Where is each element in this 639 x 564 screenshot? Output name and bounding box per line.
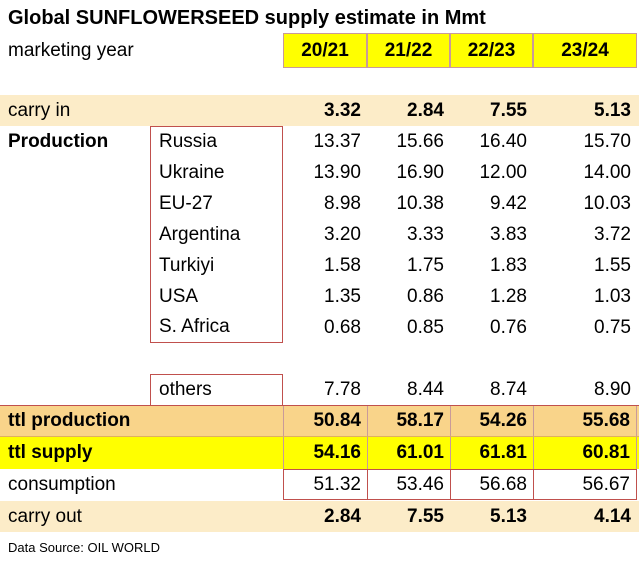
value-cell: 2.84: [407, 99, 444, 121]
value-cell: 50.84: [283, 406, 367, 436]
country-label: EU-27: [150, 188, 283, 219]
value-cell: 1.83: [490, 254, 527, 276]
value-cell: 54.16: [283, 437, 367, 469]
year-header: 22/23: [450, 33, 533, 68]
production-row-s-africa: S. Africa 0.68 0.85 0.76 0.75: [0, 312, 639, 343]
value-cell: 56.68: [450, 469, 533, 500]
value-cell: 0.86: [407, 285, 444, 307]
row-label: consumption: [8, 473, 116, 495]
value-cell: 1.28: [490, 285, 527, 307]
value-cell: 7.55: [407, 505, 444, 527]
value-cell: 14.00: [583, 161, 631, 183]
value-cell: 0.75: [594, 316, 631, 338]
value-cell: 3.83: [490, 223, 527, 245]
country-label: Russia: [150, 126, 283, 157]
value-cell: 1.75: [407, 254, 444, 276]
value-cell: 61.01: [367, 437, 450, 469]
value-cell: 7.55: [490, 99, 527, 121]
country-label: Argentina: [150, 219, 283, 250]
carry-out-row: carry out 2.84 7.55 5.13 4.14: [0, 501, 639, 532]
value-cell: 16.90: [396, 161, 444, 183]
value-cell: 13.37: [313, 130, 361, 152]
table-title: Global SUNFLOWERSEED supply estimate in …: [8, 7, 486, 29]
value-cell: 58.17: [367, 406, 450, 436]
year-header: 23/24: [533, 33, 637, 68]
production-row-argentina: Argentina 3.20 3.33 3.83 3.72: [0, 219, 639, 250]
production-row-usa: USA 1.35 0.86 1.28 1.03: [0, 281, 639, 312]
value-cell: 7.78: [324, 378, 361, 400]
value-cell: 10.03: [583, 192, 631, 214]
production-row-others: others 7.78 8.44 8.74 8.90: [0, 374, 639, 405]
marketing-year-label: marketing year: [8, 39, 134, 61]
value-cell: 1.55: [594, 254, 631, 276]
value-cell: 0.85: [407, 316, 444, 338]
value-cell: 3.20: [324, 223, 361, 245]
production-row-turkiyi: Turkiyi 1.58 1.75 1.83 1.55: [0, 250, 639, 281]
carry-in-row: carry in 3.32 2.84 7.55 5.13: [0, 95, 639, 126]
value-cell: 5.13: [594, 99, 631, 121]
row-label: ttl production: [8, 410, 131, 431]
ttl-production-row: ttl production 50.84 58.17 54.26 55.68: [0, 405, 639, 437]
value-cell: 3.33: [407, 223, 444, 245]
value-cell: 16.40: [479, 130, 527, 152]
country-label: Turkiyi: [150, 250, 283, 281]
value-cell: 12.00: [479, 161, 527, 183]
value-cell: 5.13: [490, 505, 527, 527]
value-cell: 1.58: [324, 254, 361, 276]
value-cell: 55.68: [533, 406, 637, 436]
value-cell: 0.68: [324, 316, 361, 338]
value-cell: 15.66: [396, 130, 444, 152]
value-cell: 0.76: [490, 316, 527, 338]
value-cell: 54.26: [450, 406, 533, 436]
production-label: Production: [8, 130, 109, 152]
country-label: USA: [150, 281, 283, 312]
value-cell: 8.74: [490, 378, 527, 400]
row-label: carry out: [8, 505, 82, 527]
value-cell: 8.98: [324, 192, 361, 214]
value-cell: 1.35: [324, 285, 361, 307]
value-cell: 3.72: [594, 223, 631, 245]
year-header: 20/21: [283, 33, 367, 68]
production-row-russia: Production Russia 13.37 15.66 16.40 15.7…: [0, 126, 639, 157]
value-cell: 56.67: [533, 469, 637, 500]
country-label: S. Africa: [150, 312, 283, 343]
year-header: 21/22: [367, 33, 450, 68]
row-label: ttl supply: [8, 442, 93, 463]
value-cell: 53.46: [367, 469, 450, 500]
ttl-supply-row: ttl supply 54.16 61.01 61.81 60.81: [0, 437, 639, 469]
data-source-note: Data Source: OIL WORLD: [8, 540, 160, 555]
row-label: carry in: [8, 99, 71, 121]
value-cell: 13.90: [313, 161, 361, 183]
production-row-ukraine: Ukraine 13.90 16.90 12.00 14.00: [0, 157, 639, 188]
value-cell: 10.38: [396, 192, 444, 214]
value-cell: 60.81: [533, 437, 637, 469]
value-cell: 8.44: [407, 378, 444, 400]
value-cell: 61.81: [450, 437, 533, 469]
value-cell: 1.03: [594, 285, 631, 307]
value-cell: 3.32: [324, 99, 361, 121]
country-label: Ukraine: [150, 157, 283, 188]
consumption-row: consumption 51.32 53.46 56.68 56.67: [0, 469, 639, 500]
value-cell: 4.14: [594, 505, 631, 527]
production-row-eu27: EU-27 8.98 10.38 9.42 10.03: [0, 188, 639, 219]
value-cell: 51.32: [283, 469, 367, 500]
header-row: marketing year 20/21 21/22 22/23 23/24: [0, 33, 639, 68]
value-cell: 2.84: [324, 505, 361, 527]
country-label: others: [150, 374, 283, 405]
value-cell: 15.70: [583, 130, 631, 152]
value-cell: 9.42: [490, 192, 527, 214]
value-cell: 8.90: [594, 378, 631, 400]
